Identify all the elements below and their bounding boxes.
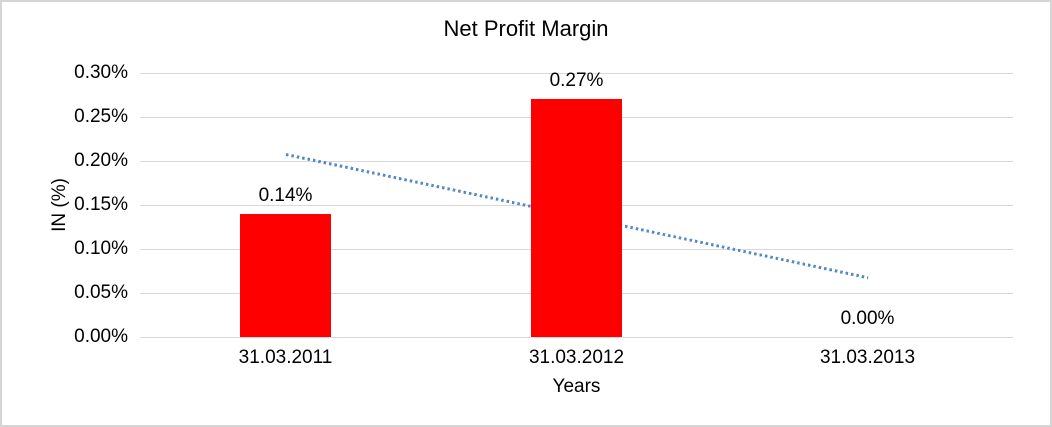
bar-data-label: 0.14%	[258, 184, 313, 206]
x-axis-tick-label: 31.03.2011	[238, 347, 333, 368]
bar-31.03.2012	[531, 99, 622, 337]
y-axis-tick-label: 0.00%	[74, 326, 128, 347]
y-axis-tick-label: 0.10%	[74, 238, 128, 259]
x-axis-tick-label: 31.03.2012	[528, 347, 625, 368]
bar-data-label: 0.27%	[549, 70, 604, 92]
bar-data-label: 0.00%	[840, 308, 895, 329]
x-axis-title: Years	[552, 376, 601, 397]
y-axis-tick-label: 0.30%	[74, 62, 128, 83]
y-axis-tick-label: 0.05%	[74, 282, 128, 303]
y-axis-tick-label: 0.15%	[74, 194, 128, 215]
gridline	[140, 336, 1013, 338]
chart-title: Net Profit Margin	[443, 16, 609, 41]
plot-area: 0.14% 0.27% 0.00%	[140, 70, 1013, 338]
gridline	[140, 72, 1013, 74]
bar-31.03.2011	[240, 213, 331, 337]
x-axis-tick-label: 31.03.2013	[819, 347, 916, 368]
y-axis-tick-label: 0.20%	[74, 150, 128, 171]
y-axis-tick-label: 0.25%	[74, 106, 128, 127]
